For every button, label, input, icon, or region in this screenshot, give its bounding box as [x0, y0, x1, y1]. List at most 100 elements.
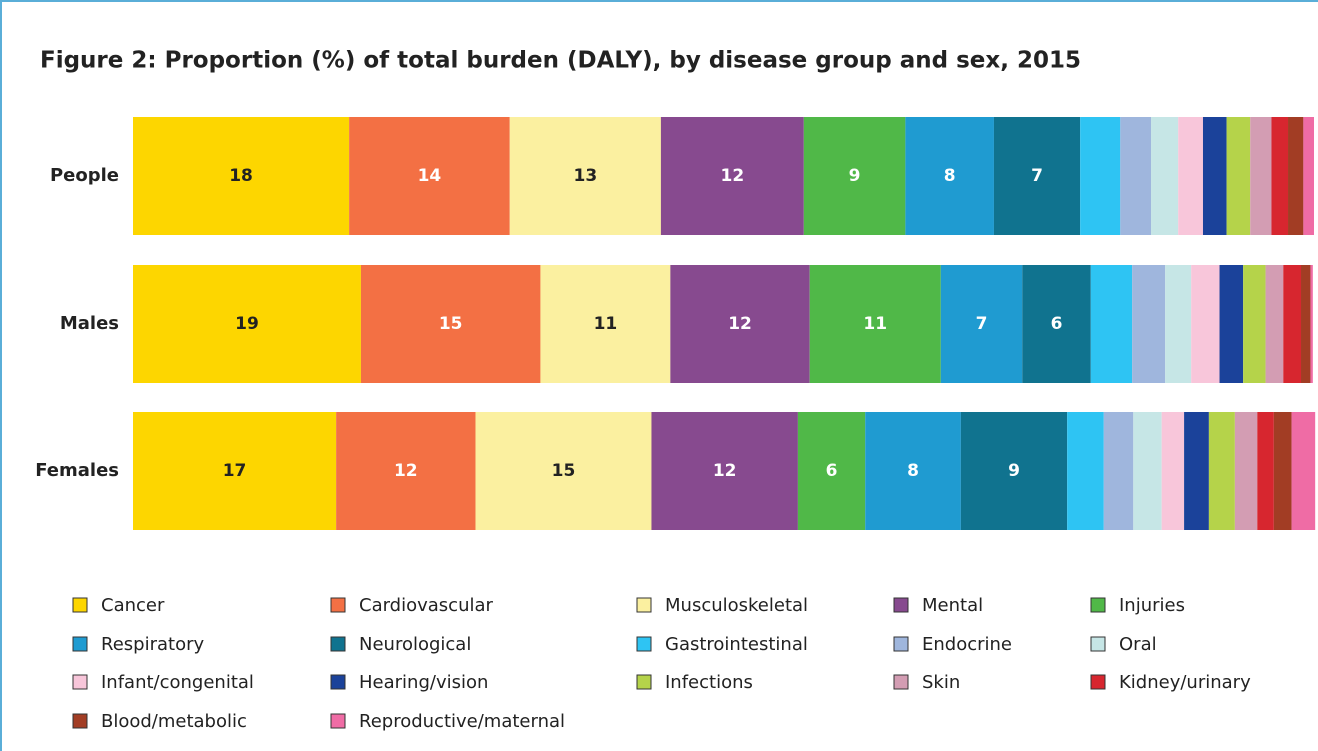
row-label: Females [35, 460, 119, 481]
data-label: 9 [1008, 461, 1020, 481]
bar-segment [1191, 265, 1220, 383]
bar-segment [993, 117, 1081, 235]
data-label: 7 [976, 314, 988, 334]
bar-segment [905, 117, 994, 235]
legend-label: Infant/congenital [101, 672, 254, 693]
bar-segment [133, 265, 361, 383]
bar-segment [1310, 265, 1313, 383]
bar-segment [133, 412, 337, 530]
bar-segment [1132, 265, 1166, 383]
bar-segment [651, 412, 798, 530]
bar-segment [1303, 117, 1314, 235]
bar-segment [509, 117, 661, 235]
bar-segment [1257, 412, 1274, 530]
bar-segment [660, 117, 804, 235]
legend-label: Reproductive/maternal [359, 711, 565, 732]
bar-segment [1234, 412, 1258, 530]
data-label: 8 [907, 461, 919, 481]
legend-swatch [72, 713, 88, 729]
row-label: Males [60, 313, 119, 334]
bar-segment [1273, 412, 1292, 530]
data-label: 14 [418, 166, 442, 186]
bar-segment [940, 265, 1023, 383]
legend-swatch [893, 636, 909, 652]
legend-swatch [1090, 636, 1106, 652]
legend-label: Gastrointestinal [665, 634, 808, 655]
row-label: People [50, 165, 119, 186]
bar-segment [1120, 117, 1152, 235]
bar-segment [1301, 265, 1311, 383]
bar-segment [1133, 412, 1162, 530]
legend-swatch [1090, 674, 1106, 690]
bar-segment [1226, 117, 1251, 235]
bar-segment [803, 117, 906, 235]
legend-label: Kidney/urinary [1119, 672, 1251, 693]
data-label: 8 [944, 166, 956, 186]
legend-swatch [636, 597, 652, 613]
legend-swatch [636, 674, 652, 690]
data-label: 7 [1031, 166, 1043, 186]
data-label: 11 [594, 314, 618, 334]
data-label: 13 [573, 166, 597, 186]
legend-swatch [72, 674, 88, 690]
bar-segment [1022, 265, 1091, 383]
bar-segment [1202, 117, 1227, 235]
bar-segment [1161, 412, 1185, 530]
legend-label: Musculoskeletal [665, 595, 808, 616]
bar-segment [1243, 265, 1266, 383]
data-label: 12 [713, 461, 737, 481]
data-label: 15 [552, 461, 576, 481]
legend-label: Neurological [359, 634, 471, 655]
bar-segment [540, 265, 671, 383]
bar-segment [1288, 117, 1304, 235]
data-label: 19 [235, 314, 259, 334]
bar-segment [1184, 412, 1209, 530]
data-label: 12 [728, 314, 752, 334]
bar-segment [960, 412, 1068, 530]
bar-segment [1165, 265, 1192, 383]
data-label: 18 [229, 166, 253, 186]
bar-segment [1283, 265, 1302, 383]
legend-swatch [72, 636, 88, 652]
legend-swatch [893, 597, 909, 613]
bar-segment [336, 412, 476, 530]
bar-segment [865, 412, 961, 530]
legend-swatch [72, 597, 88, 613]
bar-segment [1080, 117, 1121, 235]
legend-swatch [1090, 597, 1106, 613]
bar-segment [809, 265, 941, 383]
bar-segment [797, 412, 866, 530]
bar-segment [133, 117, 350, 235]
legend-label: Cardiovascular [359, 595, 494, 616]
bar-segment [1219, 265, 1244, 383]
data-label: 11 [863, 314, 887, 334]
bar-segment [360, 265, 541, 383]
legend-swatch [893, 674, 909, 690]
legend-swatch [330, 597, 346, 613]
legend-label: Injuries [1119, 595, 1185, 616]
bar-segment [1265, 265, 1284, 383]
legend-swatch [636, 636, 652, 652]
bar-segment [1067, 412, 1104, 530]
legend-label: Infections [665, 672, 753, 693]
legend-label: Cancer [101, 595, 165, 616]
bar-segment [1103, 412, 1134, 530]
data-label: 6 [826, 461, 838, 481]
bar-segment [1090, 265, 1133, 383]
bar-segment [670, 265, 810, 383]
bar-segment [475, 412, 652, 530]
data-label: 12 [394, 461, 418, 481]
chart-title: Figure 2: Proportion (%) of total burden… [40, 48, 1081, 74]
data-label: 9 [849, 166, 861, 186]
bar-segment [349, 117, 510, 235]
data-label: 15 [439, 314, 463, 334]
legend-label: Oral [1119, 634, 1157, 655]
data-label: 12 [721, 166, 745, 186]
data-label: 6 [1051, 314, 1063, 334]
data-label: 17 [223, 461, 247, 481]
bar-segment [1151, 117, 1179, 235]
bar-segment [1271, 117, 1289, 235]
legend-swatch [330, 674, 346, 690]
